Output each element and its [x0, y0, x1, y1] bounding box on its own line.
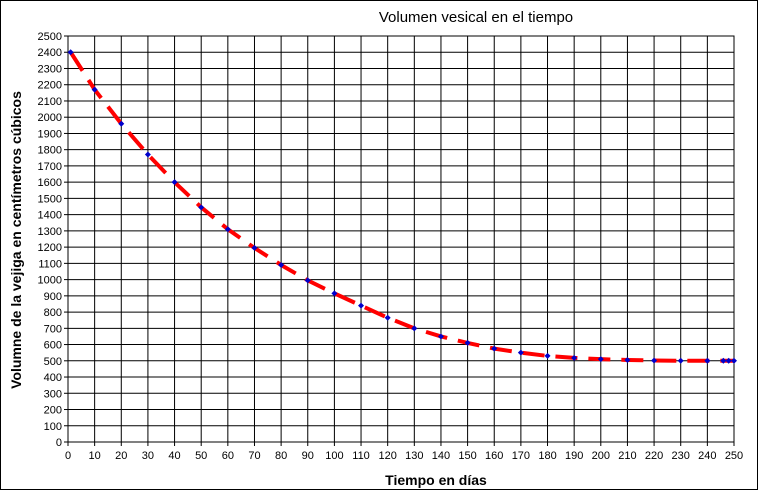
data-point — [464, 339, 471, 346]
x-tick-label: 120 — [379, 450, 397, 462]
y-tick-label: 600 — [44, 340, 62, 352]
x-tick-label: 150 — [458, 450, 476, 462]
x-tick-label: 10 — [89, 450, 101, 462]
y-axis-label: Volumne de la vejiga en centímetros cúbi… — [8, 91, 24, 389]
x-axis-ticks: 0 10 20 30 40 50 60 70 80 90 100 110 120 130 140 150 160… — [65, 442, 743, 462]
data-point — [384, 314, 391, 321]
x-axis-label: Tiempo en días — [385, 472, 487, 488]
plot-frame — [67, 35, 735, 443]
data-point — [571, 354, 578, 361]
data-point — [720, 357, 727, 364]
data-point — [91, 86, 98, 93]
data-point — [118, 120, 125, 127]
y-tick-label: 1400 — [38, 210, 62, 222]
series-group — [67, 49, 737, 364]
x-tick-label: 130 — [405, 450, 423, 462]
data-point — [491, 345, 498, 352]
y-axis-ticks: 0 100 200 300 400 500 600 700 800 900 1000 1100 1200… — [38, 31, 68, 449]
x-tick-label: 190 — [565, 450, 583, 462]
y-tick-label: 2200 — [38, 80, 62, 92]
y-tick-label: 700 — [44, 323, 62, 335]
data-point — [411, 325, 418, 332]
x-tick-label: 140 — [432, 450, 450, 462]
x-tick-label: 250 — [725, 450, 743, 462]
x-tick-label: 60 — [222, 450, 234, 462]
x-tick-label: 30 — [142, 450, 154, 462]
y-tick-label: 2100 — [38, 96, 62, 108]
data-point — [731, 357, 737, 364]
x-tick-label: 70 — [248, 450, 260, 462]
x-tick-label: 40 — [168, 450, 180, 462]
data-point — [278, 261, 285, 268]
data-point — [224, 226, 231, 233]
x-tick-label: 200 — [592, 450, 610, 462]
data-point — [198, 204, 205, 211]
x-tick-label: 100 — [325, 450, 343, 462]
data-point — [624, 356, 631, 363]
y-tick-label: 1900 — [38, 128, 62, 140]
x-tick-label: 170 — [512, 450, 530, 462]
y-tick-label: 1500 — [38, 193, 62, 205]
x-tick-label: 20 — [115, 450, 127, 462]
data-point — [544, 352, 551, 359]
y-tick-label: 1800 — [38, 145, 62, 157]
y-tick-label: 1300 — [38, 226, 62, 238]
data-point — [304, 277, 311, 284]
x-tick-label: 220 — [645, 450, 663, 462]
x-tick-label: 230 — [672, 450, 690, 462]
data-point — [437, 333, 444, 340]
data-point — [677, 357, 684, 364]
y-tick-label: 1700 — [38, 161, 62, 173]
x-tick-label: 160 — [485, 450, 503, 462]
x-tick-label: 80 — [275, 450, 287, 462]
x-tick-label: 50 — [195, 450, 207, 462]
data-point — [651, 357, 658, 364]
data-point — [144, 151, 151, 158]
x-tick-label: 210 — [618, 450, 636, 462]
plot-area — [68, 36, 734, 442]
data-point — [67, 49, 74, 56]
y-tick-label: 800 — [44, 307, 62, 319]
y-tick-label: 900 — [44, 291, 62, 303]
data-point — [251, 244, 258, 251]
chart-title: Volumen vesical en el tiempo — [379, 9, 573, 26]
y-tick-label: 0 — [56, 437, 62, 449]
y-tick-label: 1600 — [38, 177, 62, 189]
data-point — [517, 349, 524, 356]
data-point — [597, 356, 604, 363]
y-tick-label: 500 — [44, 356, 62, 368]
data-point — [725, 357, 732, 364]
y-tick-label: 2500 — [38, 31, 62, 43]
data-point — [358, 302, 365, 309]
y-tick-label: 2300 — [38, 63, 62, 75]
series-line — [68, 51, 734, 363]
data-point — [704, 357, 711, 364]
x-tick-label: 90 — [302, 450, 314, 462]
x-tick-label: 0 — [65, 450, 71, 462]
y-tick-label: 1000 — [38, 275, 62, 287]
x-tick-label: 180 — [538, 450, 556, 462]
x-tick-label: 110 — [352, 450, 370, 462]
y-tick-label: 1200 — [38, 242, 62, 254]
y-tick-label: 100 — [44, 421, 62, 433]
y-tick-label: 400 — [44, 372, 62, 384]
y-tick-label: 2400 — [38, 47, 62, 59]
y-tick-label: 2000 — [38, 112, 62, 124]
y-tick-label: 200 — [44, 405, 62, 417]
data-point — [171, 179, 178, 186]
data-point — [331, 290, 338, 297]
x-tick-label: 240 — [698, 450, 716, 462]
y-tick-label: 1100 — [38, 258, 62, 270]
y-tick-label: 300 — [44, 388, 62, 400]
